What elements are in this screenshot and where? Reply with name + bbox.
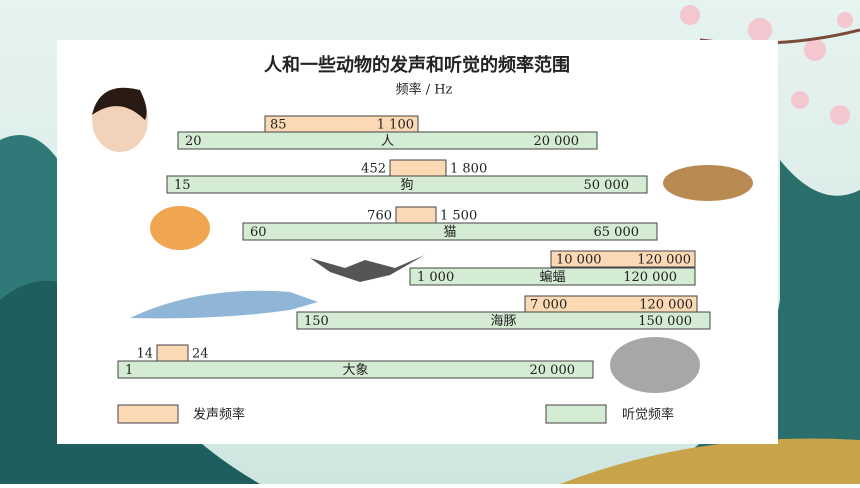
hearing-min: 60 (250, 225, 267, 240)
voice-min: 452 (361, 162, 386, 177)
mountain-gold (560, 438, 860, 484)
voice-bar (264, 115, 419, 133)
voice-max: 1 500 (440, 209, 477, 224)
animal-icons (92, 87, 753, 393)
voice-min: 7 000 (530, 298, 567, 313)
animal-name: 蝙蝠 (539, 269, 565, 285)
bat-icon (310, 255, 425, 282)
voice-min: 14 (136, 347, 153, 362)
hearing-bar (296, 311, 711, 330)
hearing-max: 120 000 (623, 270, 677, 285)
hearing-min: 1 (125, 363, 133, 378)
legend-voice-swatch (117, 404, 179, 424)
animal-name: 狗 (400, 178, 413, 193)
dog-icon (663, 165, 753, 201)
hearing-max: 150 000 (638, 314, 692, 329)
hearing-bar (242, 222, 658, 241)
mountain-right (640, 160, 860, 484)
hearing-max: 20 000 (530, 363, 576, 378)
hearing-min: 150 (304, 314, 329, 329)
voice-min: 85 (270, 118, 287, 133)
animal-name: 人 (381, 134, 394, 149)
legend-hearing: 听觉频率 (622, 407, 674, 423)
legend-voice: 发声频率 (193, 407, 245, 423)
voice-max: 120 000 (637, 253, 691, 268)
voice-max: 1 800 (450, 162, 487, 177)
hearing-max: 65 000 (594, 225, 640, 240)
voice-min: 760 (367, 209, 392, 224)
hearing-bar (117, 360, 594, 379)
animal-name: 猫 (443, 225, 456, 240)
voice-bar (395, 206, 437, 224)
voice-min: 10 000 (556, 253, 602, 268)
dolphin-icon (130, 290, 318, 319)
person-hair (92, 87, 147, 120)
voice-max: 1 100 (377, 118, 414, 133)
hearing-min: 1 000 (417, 270, 454, 285)
rows: 20 人 20 000 85 1 100 15 狗 50 000 452 1 800 60 猫 65 0… (117, 115, 711, 379)
hearing-min: 20 (185, 134, 202, 149)
voice-max: 24 (192, 347, 209, 362)
subtitle: 频率 / Hz (396, 82, 453, 98)
cat-icon (150, 206, 210, 250)
voice-max: 120 000 (639, 298, 693, 313)
voice-bar (524, 295, 698, 313)
blossoms (680, 5, 853, 125)
animal-name: 海豚 (490, 314, 516, 329)
animal-name: 大象 (342, 363, 368, 378)
voice-bar (389, 159, 447, 177)
hearing-max: 20 000 (534, 134, 580, 149)
voice-bar (550, 250, 696, 268)
hearing-min: 15 (174, 178, 191, 193)
title: 人和一些动物的发声和听觉的频率范围 (264, 54, 570, 76)
hearing-bar (409, 267, 696, 286)
legend-hearing-swatch (545, 404, 607, 424)
elephant-icon (610, 337, 700, 393)
voice-bar (156, 344, 189, 362)
hearing-max: 50 000 (584, 178, 630, 193)
